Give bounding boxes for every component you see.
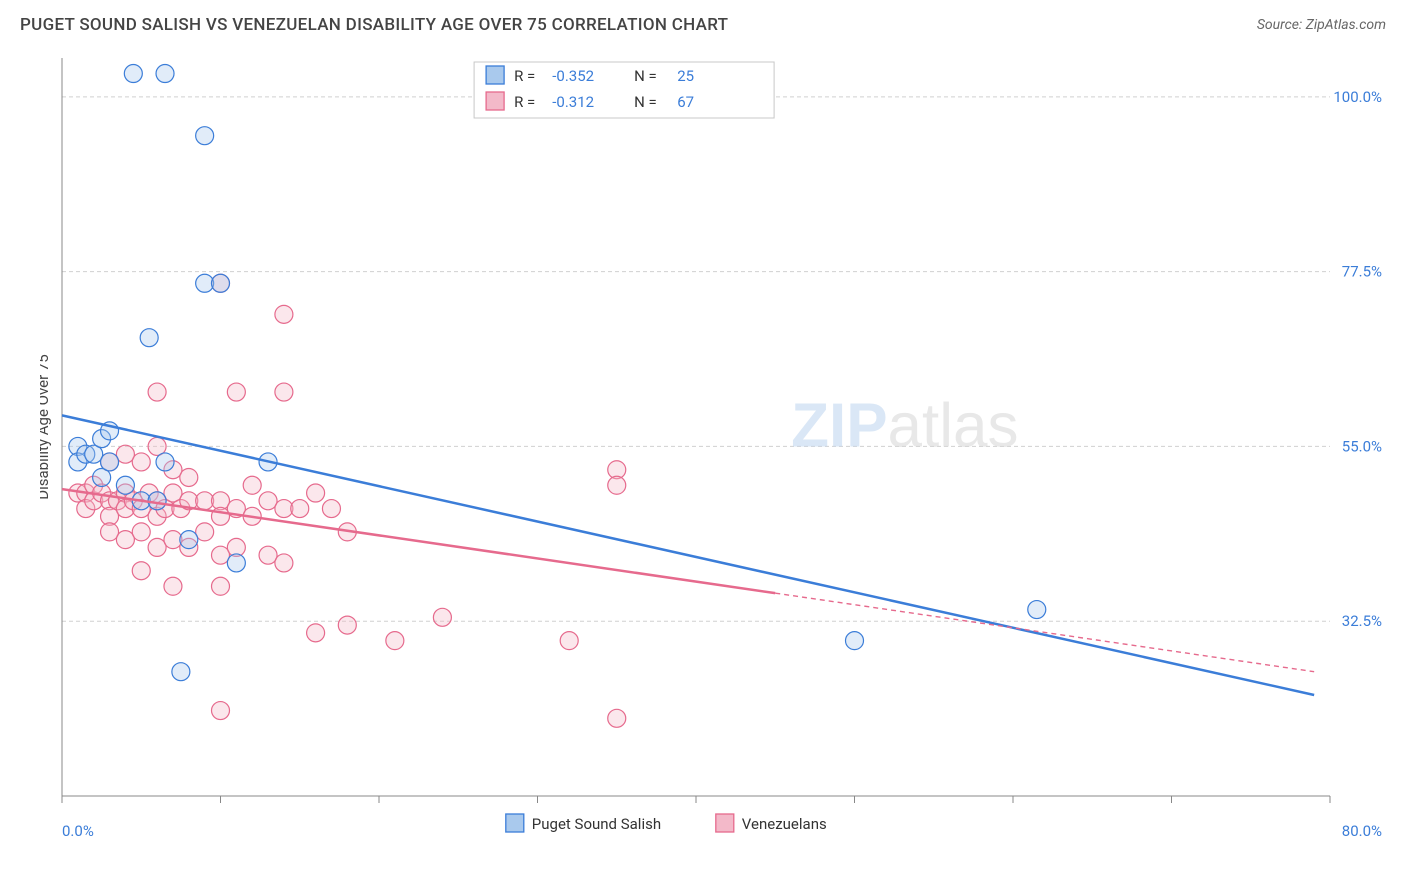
x-corner-right: 80.0% — [1342, 822, 1382, 840]
data-point — [1028, 601, 1046, 619]
data-point — [180, 531, 198, 549]
data-point — [307, 624, 325, 642]
legend-r-value: -0.352 — [552, 67, 594, 85]
data-point — [212, 546, 230, 564]
data-point — [156, 65, 174, 83]
trend-line — [62, 415, 1314, 695]
legend-n-value: 25 — [677, 67, 694, 85]
data-point — [338, 616, 356, 634]
data-point — [148, 538, 166, 556]
data-point — [132, 562, 150, 580]
data-point — [291, 500, 309, 518]
data-point — [259, 546, 277, 564]
y-axis-label: Disability Age Over 75 — [40, 354, 52, 499]
legend-swatch — [486, 66, 504, 84]
data-point — [275, 383, 293, 401]
series-swatch — [506, 814, 524, 832]
data-point — [116, 445, 134, 463]
chart-title: PUGET SOUND SALISH VS VENEZUELAN DISABIL… — [20, 15, 728, 35]
y-tick-label: 100.0% — [1333, 88, 1382, 106]
y-tick-label: 77.5% — [1342, 263, 1382, 281]
series-label: Puget Sound Salish — [532, 815, 661, 833]
data-point — [560, 632, 578, 650]
data-point — [124, 65, 142, 83]
data-point — [212, 274, 230, 292]
data-point — [172, 663, 190, 681]
legend-r-value: -0.312 — [552, 93, 594, 111]
data-point — [227, 554, 245, 572]
legend-r-label: R = — [514, 67, 535, 85]
legend-n-label: N = — [634, 67, 657, 85]
data-point — [148, 492, 166, 510]
data-point — [164, 577, 182, 595]
data-point — [116, 476, 134, 494]
y-tick-label: 55.0% — [1342, 437, 1382, 455]
data-point — [322, 500, 340, 518]
data-point — [132, 523, 150, 541]
data-point — [212, 702, 230, 720]
y-tick-label: 32.5% — [1342, 612, 1382, 630]
data-point — [196, 523, 214, 541]
data-point — [132, 453, 150, 471]
legend-swatch — [486, 92, 504, 110]
watermark: ZIPatlas — [791, 391, 1018, 460]
data-point — [180, 468, 198, 486]
data-point — [243, 476, 261, 494]
data-point — [275, 305, 293, 323]
scatter-chart: 32.5% 55.0% 77.5% 100.0% ZIPatlas Disability … — [40, 48, 1390, 868]
chart-header: PUGET SOUND SALISH VS VENEZUELAN DISABIL… — [0, 0, 1406, 40]
data-point — [275, 554, 293, 572]
data-point — [212, 577, 230, 595]
legend-n-label: N = — [634, 93, 657, 111]
data-point — [101, 453, 119, 471]
series-label: Venezuelans — [742, 815, 827, 833]
data-point — [386, 632, 404, 650]
chart-area: 32.5% 55.0% 77.5% 100.0% ZIPatlas Disability … — [40, 48, 1390, 868]
data-point — [608, 476, 626, 494]
data-point — [259, 492, 277, 510]
x-corner-left: 0.0% — [62, 822, 94, 840]
data-point — [156, 453, 174, 471]
data-point — [227, 383, 245, 401]
data-point — [116, 531, 134, 549]
chart-source: Source: ZipAtlas.com — [1257, 17, 1386, 33]
legend-n-value: 67 — [677, 93, 694, 111]
data-point — [433, 608, 451, 626]
data-point — [196, 127, 214, 145]
data-point — [148, 383, 166, 401]
legend-r-label: R = — [514, 93, 535, 111]
data-point — [307, 484, 325, 502]
data-point — [212, 507, 230, 525]
data-point — [846, 632, 864, 650]
series-swatch — [716, 814, 734, 832]
data-point — [101, 523, 119, 541]
data-point — [140, 329, 158, 347]
data-point — [608, 709, 626, 727]
